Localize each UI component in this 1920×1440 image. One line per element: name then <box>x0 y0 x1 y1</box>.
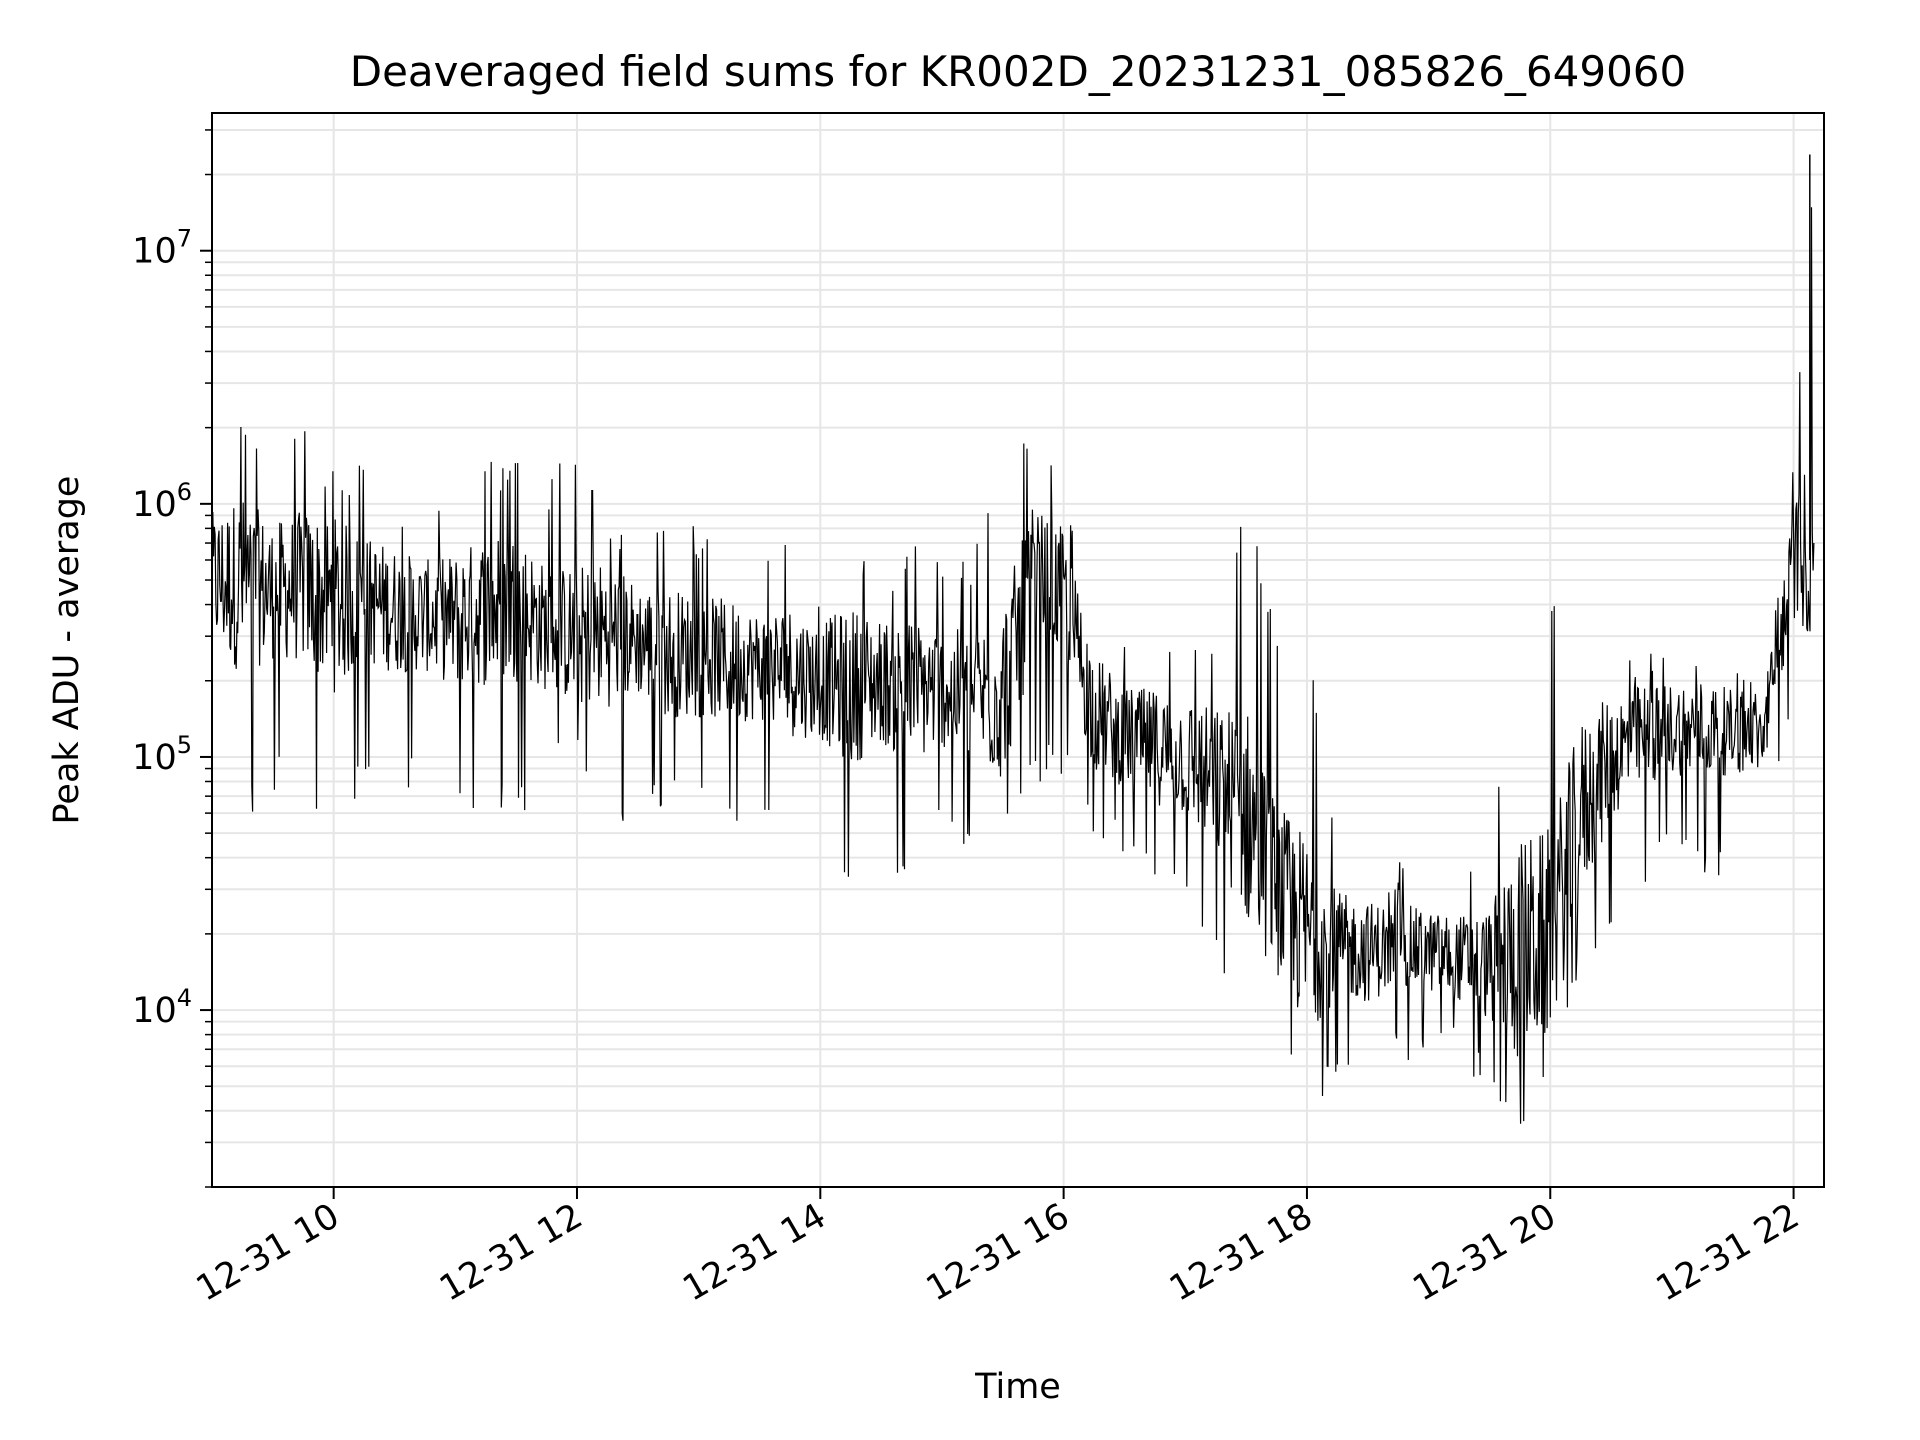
y-tick-label: 105 <box>132 731 192 778</box>
series-line <box>211 154 1815 1124</box>
y-tick-label: 104 <box>132 984 192 1031</box>
y-tick-exponent: 4 <box>177 984 192 1012</box>
x-axis-label: Time <box>974 1367 1061 1407</box>
plot-area <box>212 113 1824 1187</box>
y-tick-exponent: 5 <box>177 731 192 759</box>
y-tick-base: 10 <box>132 232 177 272</box>
plot-frame <box>211 112 1825 1188</box>
y-tick-label: 107 <box>132 225 192 272</box>
y-tick-label: 106 <box>132 478 192 525</box>
data-line <box>211 207 1815 1124</box>
y-axis-label: Peak ADU - average <box>47 476 87 825</box>
y-tick-base: 10 <box>132 738 177 778</box>
y-tick-exponent: 7 <box>177 225 192 253</box>
chart-title: Deaveraged field sums for KR002D_2023123… <box>350 47 1687 96</box>
y-tick-base: 10 <box>132 991 177 1031</box>
y-tick-exponent: 6 <box>177 478 192 506</box>
y-tick-base: 10 <box>132 485 177 525</box>
